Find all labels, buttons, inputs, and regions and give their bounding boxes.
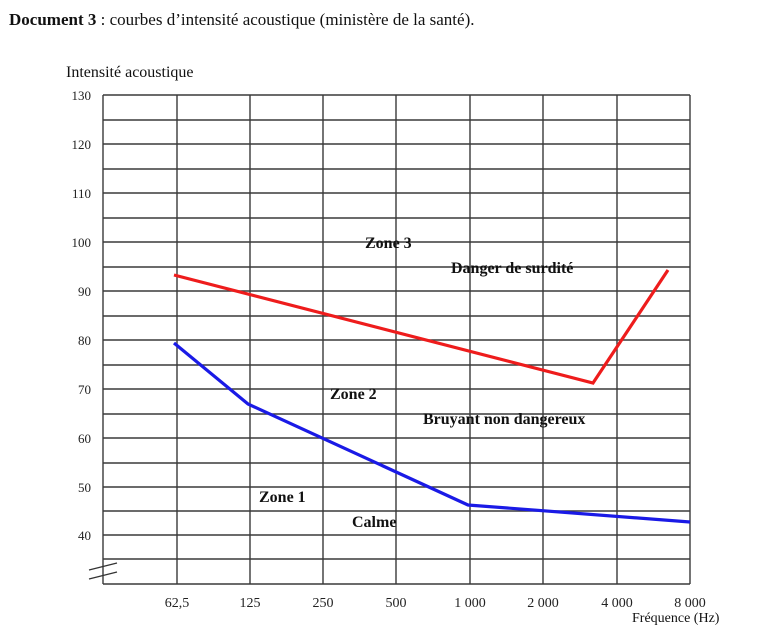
x-tick-4000: 4 000	[601, 596, 633, 611]
x-axis-label: Fréquence (Hz)	[632, 611, 720, 626]
red-danger-curve	[173, 269, 670, 385]
y-tick-50: 50	[78, 480, 91, 495]
grid	[102, 94, 691, 585]
zone2-label: Zone 2	[330, 386, 377, 403]
x-tick-500: 500	[386, 596, 407, 611]
y-axis-label: Intensité acoustique	[66, 64, 194, 81]
document-caption: : courbes d’intensité acoustique (minist…	[96, 10, 475, 29]
y-tick-labels: 130 120 110 100 90 80 70 60 50 40	[72, 88, 92, 543]
x-tick-8000: 8 000	[674, 596, 706, 611]
document-title: Document 3 : courbes d’intensité acousti…	[9, 10, 475, 30]
y-tick-40: 40	[78, 528, 91, 543]
y-tick-70: 70	[78, 382, 91, 397]
zone1-label: Zone 1	[259, 489, 306, 506]
axis-break-icon	[88, 562, 118, 580]
y-tick-60: 60	[78, 431, 91, 446]
zone3-description: Danger de surdité	[451, 260, 573, 277]
zone3-label: Zone 3	[365, 235, 412, 252]
y-tick-110: 110	[72, 186, 91, 201]
y-tick-100: 100	[72, 235, 92, 250]
x-tick-250: 250	[313, 596, 334, 611]
x-tick-2000: 2 000	[527, 596, 559, 611]
x-tick-125: 125	[240, 596, 261, 611]
x-tick-1000: 1 000	[454, 596, 486, 611]
zone-labels: Zone 3 Danger de surdité Zone 2 Bruyant …	[259, 235, 585, 531]
document-label: Document 3	[9, 10, 97, 29]
x-tick-62-5: 62,5	[165, 596, 190, 611]
zone2-description: Bruyant non dangereux	[423, 411, 585, 428]
y-tick-130: 130	[72, 88, 92, 103]
y-tick-80: 80	[78, 333, 91, 348]
blue-calm-curve	[172, 341, 691, 524]
zone1-description: Calme	[352, 514, 396, 531]
y-tick-120: 120	[72, 137, 92, 152]
x-tick-labels: 62,5 125 250 500 1 000 2 000 4 000 8 000	[165, 596, 706, 611]
y-tick-90: 90	[78, 284, 91, 299]
